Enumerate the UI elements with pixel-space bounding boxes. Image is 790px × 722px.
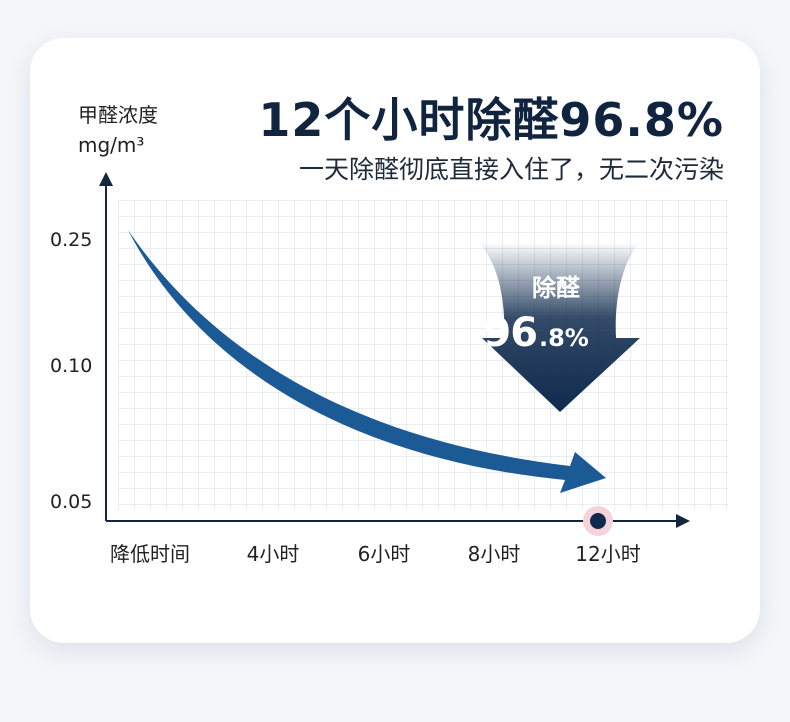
badge-value-big: 96 (483, 310, 538, 356)
y-tick-label: 0.25 (50, 229, 93, 251)
x-tick-label: 8小时 (467, 542, 521, 566)
badge-arrow (478, 242, 640, 412)
y-axis-label-unit: mg/m³ (78, 133, 145, 157)
y-tick-label: 0.05 (50, 491, 93, 513)
x-tick-label: 12小时 (575, 542, 641, 566)
x-tick-label: 降低时间 (110, 542, 190, 566)
badge-label-text: 除醛 (532, 274, 580, 302)
x-axis-arrowhead (676, 514, 690, 528)
y-tick-label: 0.10 (50, 355, 93, 377)
badge-value-small: .8% (538, 324, 589, 352)
x-tick-label: 4小时 (246, 542, 300, 566)
decline-arrow (128, 230, 606, 493)
highlight-point (590, 513, 606, 529)
x-tick-label: 6小时 (357, 542, 411, 566)
badge-value-text: 96.8% (483, 310, 614, 356)
page-title: 12个小时除醛96.8% (258, 93, 724, 147)
y-axis-arrowhead (99, 172, 113, 186)
y-axis-label: 甲醛浓度 mg/m³ (78, 100, 158, 160)
chart-card (30, 38, 760, 643)
y-axis-label-name: 甲醛浓度 (78, 103, 158, 127)
page-subtitle: 一天除醛彻底直接入住了，无二次污染 (298, 155, 724, 184)
